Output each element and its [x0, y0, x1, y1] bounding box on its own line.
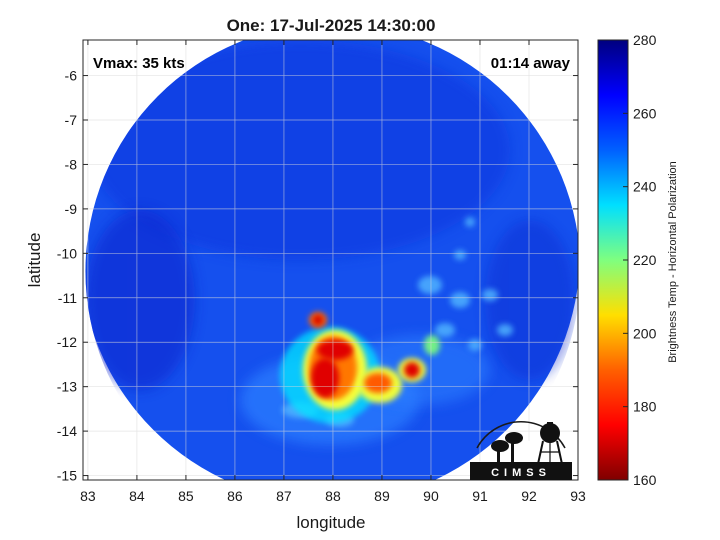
x-tick-label: 84 [129, 488, 145, 504]
colorbar-tick-label: 180 [633, 399, 657, 415]
swath-left-dark [85, 210, 195, 390]
convective-core [280, 312, 440, 423]
y-tick-label: -9 [65, 201, 78, 217]
x-axis: 83 84 85 86 87 88 89 90 91 92 93 [80, 40, 586, 504]
y-tick-label: -14 [57, 423, 77, 439]
colorbar-tick-label: 240 [633, 179, 657, 195]
logo-text: CIMSS [491, 467, 551, 479]
y-tick-label: -12 [57, 334, 77, 350]
colorbar-tick-label: 220 [633, 252, 657, 268]
cimss-logo: CIMSS [470, 421, 572, 480]
x-tick-label: 87 [276, 488, 292, 504]
y-tick-label: -13 [57, 379, 77, 395]
x-tick-label: 89 [374, 488, 390, 504]
vmax-label: Vmax: 35 kts [93, 55, 185, 72]
y-tick-label: -15 [57, 468, 77, 484]
x-tick-label: 86 [227, 488, 243, 504]
colorbar-label: Brightness Temp - Horizontal Polarizatio… [667, 161, 679, 363]
y-axis-label: latitude [25, 233, 44, 288]
y-tick-label: -6 [65, 68, 78, 84]
chart-title: One: 17-Jul-2025 14:30:00 [227, 16, 436, 35]
y-axis: -6 -7 -8 -9 -10 -11 -12 -13 -14 -15 [57, 68, 578, 484]
colorbar-ticks: 280 260 240 220 200 180 160 [623, 32, 657, 488]
swath-right-dark [485, 220, 575, 380]
y-tick-label: -8 [65, 156, 78, 172]
colorbar-tick-label: 260 [633, 105, 657, 121]
colorbar-tick-label: 200 [633, 325, 657, 341]
x-tick-label: 83 [80, 488, 96, 504]
colorbar-tick-label: 280 [633, 32, 657, 48]
x-tick-label: 90 [423, 488, 439, 504]
y-tick-label: -7 [65, 112, 78, 128]
plot-frame [82, 39, 579, 481]
colorbar-tick-label: 160 [633, 472, 657, 488]
time-away-label: 01:14 away [491, 55, 571, 72]
x-axis-label: longitude [296, 513, 365, 532]
y-tick-label: -11 [58, 290, 77, 306]
x-tick-label: 92 [521, 488, 537, 504]
logo-band [470, 462, 572, 480]
x-tick-label: 93 [570, 488, 586, 504]
x-tick-label: 88 [325, 488, 341, 504]
y-tick-label: -10 [57, 245, 77, 261]
x-tick-label: 85 [178, 488, 194, 504]
swath-upper-region [90, 40, 510, 260]
x-tick-label: 91 [472, 488, 488, 504]
